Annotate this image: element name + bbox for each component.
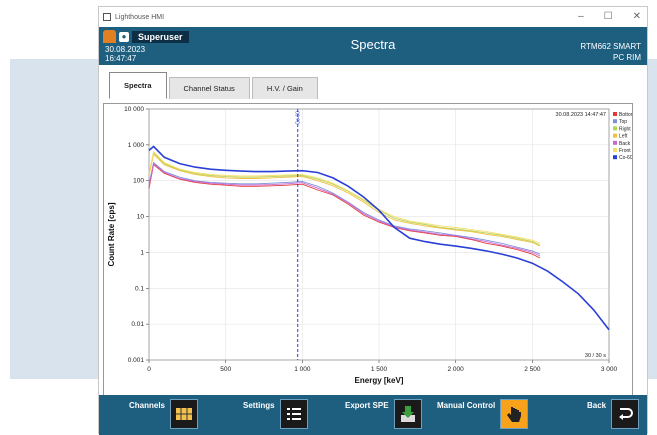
legend-label: Front bbox=[619, 148, 631, 154]
time-text: 16:47:47 bbox=[105, 54, 137, 63]
marker-label: Co-60 bbox=[296, 111, 302, 125]
bottom-toolbar: Channels Settings Export SPE Manual Cont… bbox=[99, 395, 647, 435]
datetime: 30.08.2023 16:47:47 bbox=[105, 45, 145, 63]
y-tick-label: 0.01 bbox=[131, 321, 144, 328]
tab-channel-status[interactable]: Channel Status bbox=[168, 77, 250, 99]
app-header: ● Superuser 30.08.2023 16:47:47 Spectra … bbox=[99, 27, 647, 65]
series-line-left bbox=[148, 153, 541, 247]
legend-label: Bottom bbox=[619, 112, 632, 118]
tab-hv-gain[interactable]: H.V. / Gain bbox=[251, 77, 318, 99]
settings-list-icon bbox=[279, 399, 308, 429]
plot-area-frame bbox=[148, 108, 610, 361]
username: Superuser bbox=[132, 30, 189, 43]
device-info: RTM662 SMART PC RIM bbox=[580, 41, 641, 63]
manual-control-button[interactable]: Manual Control bbox=[437, 395, 529, 435]
y-tick-label: 10 000 bbox=[124, 106, 144, 113]
measure-time-label: 30 / 30 s bbox=[585, 353, 606, 359]
y-tick-label: 1 000 bbox=[128, 142, 145, 149]
legend-swatch bbox=[613, 119, 617, 124]
legend-swatch bbox=[613, 155, 617, 160]
series-line-top bbox=[148, 161, 541, 255]
window-titlebar: Lighthouse HMI – ☐ ✕ bbox=[99, 7, 647, 27]
x-tick-label: 500 bbox=[220, 366, 231, 373]
window-title: Lighthouse HMI bbox=[115, 13, 165, 21]
y-tick-label: 100 bbox=[133, 178, 144, 185]
close-button[interactable]: ✕ bbox=[632, 11, 641, 22]
date-text: 30.08.2023 bbox=[105, 45, 146, 54]
series-line-front bbox=[148, 150, 541, 244]
settings-label: Settings bbox=[243, 401, 275, 410]
x-tick-label: 2 000 bbox=[448, 366, 465, 373]
legend-swatch bbox=[613, 112, 617, 116]
x-tick-label: 1 500 bbox=[371, 366, 388, 373]
series-line-co-60 bbox=[148, 145, 610, 331]
series-line-right bbox=[148, 151, 541, 246]
channels-label: Channels bbox=[129, 401, 166, 410]
manual-control-label: Manual Control bbox=[437, 401, 496, 410]
legend-swatch bbox=[613, 133, 617, 138]
legend-swatch bbox=[613, 148, 617, 152]
legend-label: Left bbox=[619, 134, 628, 140]
chart-svg: 0 500 1 000 1 500 2 000 2 500 3 000 0.001 0.01 0.… bbox=[107, 106, 635, 385]
maximize-button[interactable]: ☐ bbox=[603, 11, 613, 22]
timestamp-label: 30.08.2023 14:47:47 bbox=[556, 112, 606, 118]
legend-label: Co-60 bbox=[619, 155, 632, 161]
y-tick-label: 1 bbox=[140, 249, 144, 256]
export-spe-label: Export SPE bbox=[345, 401, 389, 410]
y-tick-label: 10 bbox=[137, 214, 145, 221]
minimize-button[interactable]: – bbox=[578, 11, 584, 22]
export-spe-button[interactable]: Export SPE bbox=[345, 395, 422, 435]
back-arrow-icon bbox=[611, 399, 640, 429]
export-icon bbox=[393, 399, 422, 429]
device-model: RTM662 SMART bbox=[580, 42, 641, 51]
main-content: Spectra Channel Status H.V. / Gain 0 500 1… bbox=[99, 65, 647, 396]
device-name: PC RIM bbox=[613, 53, 641, 62]
lighthouse-logo-icon bbox=[103, 30, 116, 43]
user-area[interactable]: ● Superuser bbox=[103, 30, 189, 43]
y-tick-label: 0.001 bbox=[128, 357, 145, 364]
back-label: Back bbox=[587, 401, 607, 410]
legend-swatch bbox=[613, 126, 617, 131]
page-title: Spectra bbox=[350, 37, 396, 52]
legend-label: Back bbox=[619, 141, 631, 147]
channels-icon bbox=[170, 399, 199, 429]
x-tick-label: 1 000 bbox=[294, 366, 311, 373]
app-window: Lighthouse HMI – ☐ ✕ ● Superuser 30.08.2… bbox=[98, 6, 648, 435]
legend-label: Top bbox=[619, 119, 627, 125]
settings-button[interactable]: Settings bbox=[243, 395, 308, 435]
legend-label: Right bbox=[619, 126, 631, 132]
hand-touch-icon bbox=[500, 399, 529, 429]
x-tick-label: 0 bbox=[147, 366, 151, 373]
user-icon: ● bbox=[119, 31, 129, 42]
channels-button[interactable]: Channels bbox=[129, 395, 199, 435]
series-line-bottom bbox=[148, 163, 541, 259]
series-line-back bbox=[148, 162, 541, 257]
x-tick-label: 3 000 bbox=[601, 366, 618, 373]
x-tick-label: 2 500 bbox=[524, 366, 541, 373]
y-tick-label: 0.1 bbox=[135, 285, 144, 292]
y-axis-label: Count Rate [cps] bbox=[107, 202, 116, 266]
app-icon bbox=[103, 13, 111, 21]
tab-spectra[interactable]: Spectra bbox=[109, 72, 167, 99]
legend-swatch bbox=[613, 140, 617, 145]
x-axis-label: Energy [keV] bbox=[355, 376, 404, 385]
back-button[interactable]: Back bbox=[587, 395, 640, 435]
spectrum-chart[interactable]: 0 500 1 000 1 500 2 000 2 500 3 000 0.001 0.01 0.… bbox=[103, 103, 635, 396]
tab-bar: Spectra Channel Status H.V. / Gain bbox=[109, 72, 320, 99]
